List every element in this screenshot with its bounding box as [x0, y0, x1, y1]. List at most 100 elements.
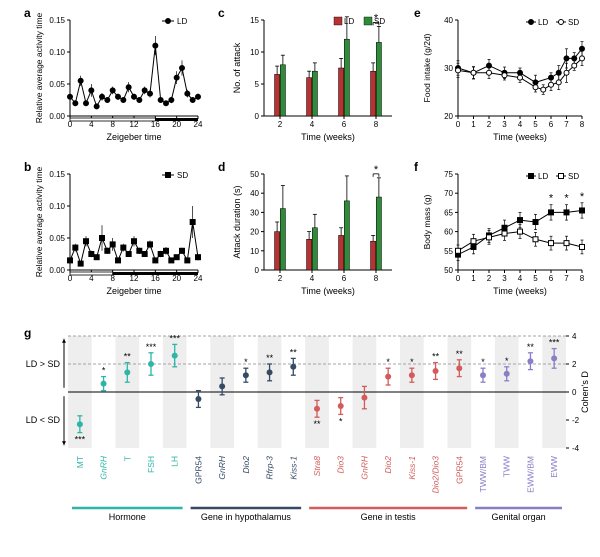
svg-text:LD: LD — [344, 17, 354, 26]
svg-text:0.05: 0.05 — [49, 234, 65, 243]
svg-text:Dio3: Dio3 — [336, 456, 346, 474]
panel-label-d: d — [218, 160, 225, 174]
svg-text:GPR54: GPR54 — [193, 456, 203, 484]
svg-text:0: 0 — [456, 274, 461, 283]
svg-text:***: *** — [169, 333, 180, 343]
svg-text:6: 6 — [342, 120, 347, 129]
svg-text:**: ** — [313, 419, 321, 429]
svg-text:0: 0 — [572, 388, 577, 397]
svg-text:Relative average activity time: Relative average activity time — [34, 166, 44, 277]
svg-text:No. of attack: No. of attack — [232, 42, 242, 93]
svg-text:8: 8 — [374, 120, 379, 129]
svg-text:**: ** — [290, 347, 298, 357]
svg-text:6: 6 — [342, 274, 347, 283]
svg-text:SD: SD — [568, 18, 579, 27]
svg-text:GnRH: GnRH — [359, 455, 369, 479]
svg-text:Genital organ: Genital organ — [492, 512, 546, 522]
svg-text:50: 50 — [250, 170, 259, 179]
svg-text:10: 10 — [250, 247, 259, 256]
svg-text:*: * — [505, 356, 509, 366]
svg-text:Kiss-1: Kiss-1 — [288, 456, 298, 480]
svg-text:0.10: 0.10 — [49, 48, 65, 57]
svg-text:**: ** — [527, 342, 535, 352]
svg-text:30: 30 — [444, 64, 453, 73]
svg-text:GnRH: GnRH — [99, 455, 109, 479]
svg-text:LD > SD: LD > SD — [26, 359, 61, 369]
svg-text:LD < SD: LD < SD — [26, 415, 61, 425]
svg-text:15: 15 — [250, 16, 259, 25]
svg-text:FSH: FSH — [146, 456, 156, 473]
svg-text:2: 2 — [487, 274, 492, 283]
svg-text:***: *** — [549, 338, 560, 348]
svg-text:0.10: 0.10 — [49, 202, 65, 211]
svg-text:4: 4 — [310, 274, 315, 283]
svg-text:40: 40 — [444, 16, 453, 25]
svg-text:40: 40 — [250, 189, 259, 198]
svg-text:Dio2: Dio2 — [241, 456, 251, 474]
svg-text:Attack duration (s): Attack duration (s) — [232, 185, 242, 258]
svg-text:4: 4 — [310, 120, 315, 129]
svg-text:8: 8 — [580, 274, 585, 283]
svg-text:GPR54: GPR54 — [454, 456, 464, 484]
svg-text:20: 20 — [444, 112, 453, 121]
svg-text:*: * — [410, 357, 414, 367]
svg-text:2: 2 — [278, 274, 283, 283]
svg-text:T: T — [122, 456, 132, 461]
svg-text:0.00: 0.00 — [49, 112, 65, 121]
svg-text:50: 50 — [444, 266, 453, 275]
svg-text:16: 16 — [151, 274, 160, 283]
svg-text:0.05: 0.05 — [49, 80, 65, 89]
svg-text:75: 75 — [444, 170, 453, 179]
svg-text:LH: LH — [170, 456, 180, 467]
svg-text:7: 7 — [564, 274, 569, 283]
svg-text:30: 30 — [250, 208, 259, 217]
svg-text:Zeigeber time: Zeigeber time — [106, 286, 161, 296]
svg-text:2: 2 — [278, 120, 283, 129]
svg-text:Time (weeks): Time (weeks) — [493, 132, 547, 142]
svg-text:LD: LD — [538, 172, 548, 181]
svg-text:Kiss-1: Kiss-1 — [407, 456, 417, 480]
svg-text:6: 6 — [549, 274, 554, 283]
svg-text:TWW: TWW — [502, 456, 512, 477]
svg-text:LD: LD — [177, 17, 187, 26]
svg-text:3: 3 — [502, 274, 507, 283]
svg-text:**: ** — [266, 353, 274, 363]
svg-text:LD: LD — [538, 18, 548, 27]
svg-text:0: 0 — [456, 120, 461, 129]
svg-text:8: 8 — [580, 120, 585, 129]
svg-text:*: * — [386, 357, 390, 367]
svg-text:12: 12 — [130, 274, 139, 283]
svg-text:***: *** — [146, 342, 157, 352]
svg-text:20: 20 — [172, 274, 181, 283]
svg-text:Relative average activity time: Relative average activity time — [34, 12, 44, 123]
svg-text:20: 20 — [250, 228, 259, 237]
svg-text:*: * — [339, 416, 343, 426]
panel-d-chart: 010203040502468Time (weeks)Attack durati… — [228, 166, 404, 306]
svg-text:5: 5 — [533, 274, 538, 283]
svg-text:-2: -2 — [572, 416, 580, 425]
svg-text:24: 24 — [194, 274, 203, 283]
svg-text:5: 5 — [255, 80, 260, 89]
svg-text:3: 3 — [502, 120, 507, 129]
svg-text:1: 1 — [471, 274, 476, 283]
svg-text:Time (weeks): Time (weeks) — [301, 132, 355, 142]
svg-text:Food intake (g/2d): Food intake (g/2d) — [422, 33, 432, 102]
svg-text:***: *** — [75, 435, 86, 445]
svg-text:Time (weeks): Time (weeks) — [301, 286, 355, 296]
svg-text:0: 0 — [255, 112, 260, 121]
svg-text:4: 4 — [518, 120, 523, 129]
panel-b-chart: 048121620240.000.050.100.15Zeigeber time… — [34, 166, 210, 306]
svg-text:Gene in testis: Gene in testis — [361, 512, 417, 522]
svg-text:70: 70 — [444, 189, 453, 198]
svg-text:**: ** — [432, 352, 440, 362]
svg-text:*: * — [580, 191, 585, 203]
svg-text:SD: SD — [177, 171, 188, 180]
svg-text:4: 4 — [572, 332, 577, 341]
panel-label-e: e — [414, 6, 421, 20]
panel-label-c: c — [218, 6, 225, 20]
svg-text:Stra8: Stra8 — [312, 456, 322, 477]
figure-root: a b c d e f g 048121620240.000.050.100.1… — [0, 0, 600, 557]
svg-text:55: 55 — [444, 247, 453, 256]
svg-text:0: 0 — [255, 266, 260, 275]
panel-label-b: b — [24, 160, 31, 174]
